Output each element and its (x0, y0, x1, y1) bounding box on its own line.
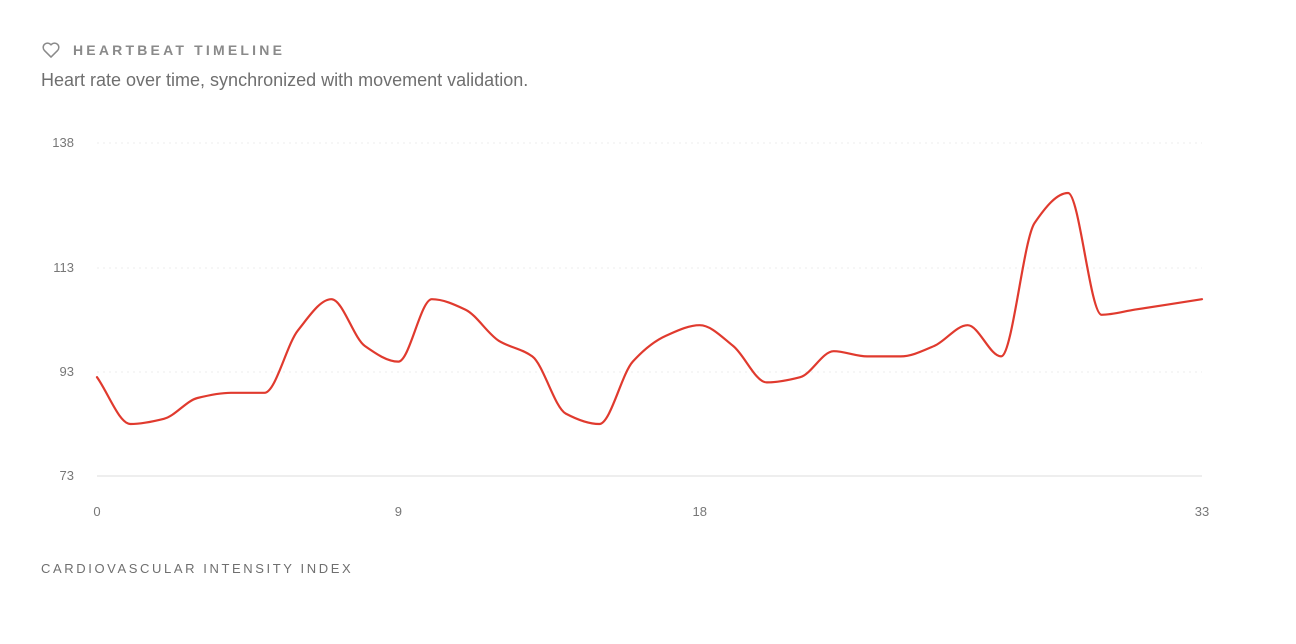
data-point (1168, 303, 1170, 305)
x-tick-label: 9 (395, 504, 402, 519)
chart-header: HEARTBEAT TIMELINE (41, 40, 285, 60)
heart-rate-series-line (95, 191, 1204, 426)
data-point (732, 345, 734, 347)
data-point (699, 324, 701, 326)
data-point (1067, 192, 1069, 194)
data-point (933, 345, 935, 347)
heart-icon (41, 40, 61, 60)
data-point (632, 361, 634, 363)
chart-footer-label: CARDIOVASCULAR INTENSITY INDEX (41, 561, 354, 576)
data-point (598, 423, 600, 425)
data-point (263, 392, 265, 394)
y-tick-label: 138 (52, 135, 74, 150)
data-point (900, 355, 902, 357)
data-point (431, 298, 433, 300)
data-point (364, 345, 366, 347)
data-point (866, 355, 868, 357)
data-point (96, 376, 98, 378)
data-point (799, 376, 801, 378)
x-tick-label: 33 (1195, 504, 1209, 519)
data-point (565, 413, 567, 415)
data-point (967, 324, 969, 326)
data-point (397, 361, 399, 363)
data-point (1101, 314, 1103, 316)
data-point (498, 340, 500, 342)
x-tick-label: 18 (692, 504, 706, 519)
data-point (163, 418, 165, 420)
data-point (766, 381, 768, 383)
data-point (297, 329, 299, 331)
chart-subtitle: Heart rate over time, synchronized with … (41, 70, 529, 90)
chart-title: HEARTBEAT TIMELINE (73, 42, 286, 58)
y-tick-label: 93 (60, 364, 74, 379)
data-point (330, 298, 332, 300)
x-tick-label: 0 (93, 504, 100, 519)
data-point (833, 350, 835, 352)
y-tick-label: 113 (53, 260, 74, 275)
data-point (230, 392, 232, 394)
data-point (1000, 355, 1002, 357)
y-tick-label: 73 (60, 468, 74, 483)
data-point (1134, 309, 1136, 311)
data-point (665, 335, 667, 337)
data-point (1034, 222, 1036, 224)
data-point (464, 309, 466, 311)
data-point (196, 397, 198, 399)
data-point (1201, 298, 1203, 300)
data-point (531, 355, 533, 357)
data-point (129, 423, 131, 425)
